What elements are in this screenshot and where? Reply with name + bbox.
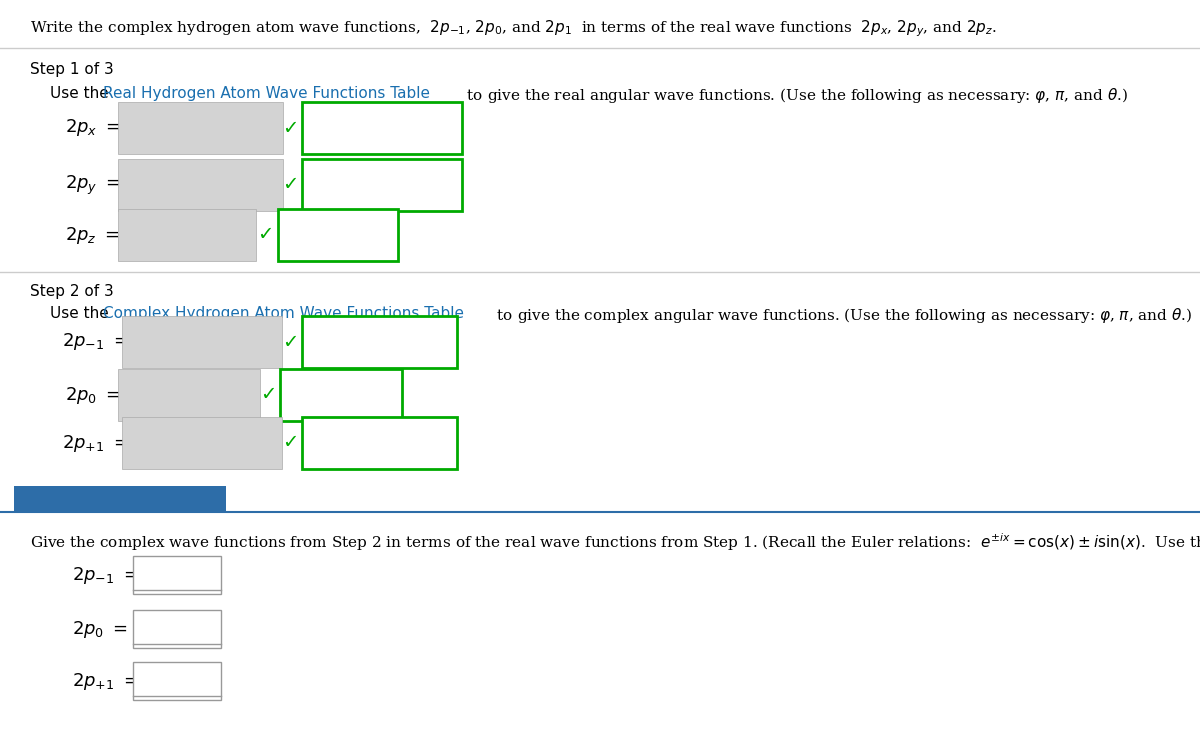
Text: $2p_0\ =$: $2p_0\ =$ <box>65 385 121 406</box>
Text: ✓: ✓ <box>257 225 274 244</box>
Text: Real Hydrogen Atom Wave Functions Table: Real Hydrogen Atom Wave Functions Table <box>103 86 430 101</box>
Text: ✓: ✓ <box>282 118 298 137</box>
Text: $\sqrt{\dfrac{3}{8\pi}}\,\sin(\theta)\,e^{-i\phi}$: $\sqrt{\dfrac{3}{8\pi}}\,\sin(\theta)\,e… <box>310 321 449 363</box>
Text: $2p_x\ =$: $2p_x\ =$ <box>65 118 120 138</box>
Text: $\sqrt{\dfrac{3}{8\pi}}\,\sin(\theta)\,e^{i\varphi}$: $\sqrt{\dfrac{3}{8\pi}}\,\sin(\theta)\,e… <box>138 422 266 464</box>
Text: $\sqrt{\dfrac{3}{4\pi}}\,\sin(\theta)\cos(\varphi)$: $\sqrt{\dfrac{3}{4\pi}}\,\sin(\theta)\co… <box>122 107 278 149</box>
Text: Step 1 of 3: Step 1 of 3 <box>30 62 114 77</box>
Text: $2p_{+1}\ =$: $2p_{+1}\ =$ <box>72 672 138 692</box>
Text: $\sqrt{\dfrac{3}{4\pi}}\,\cos(\theta)$: $\sqrt{\dfrac{3}{4\pi}}\,\cos(\theta)$ <box>286 213 390 257</box>
Text: to give the complex angular wave functions. (Use the following as necessary: $\v: to give the complex angular wave functio… <box>492 306 1192 325</box>
Text: Use the: Use the <box>50 86 114 101</box>
Text: ✓: ✓ <box>282 175 298 194</box>
Text: Write the complex hydrogen atom wave functions,  $2p_{-1}$, $2p_0$, and $2p_1$  : Write the complex hydrogen atom wave fun… <box>30 18 997 39</box>
Text: $\sqrt{\dfrac{3}{8\pi}}\,\sin(\theta)\,e^{-i\varphi}$: $\sqrt{\dfrac{3}{8\pi}}\,\sin(\theta)\,e… <box>133 321 271 363</box>
Text: Complex Hydrogen Atom Wave Functions Table: Complex Hydrogen Atom Wave Functions Tab… <box>103 306 464 321</box>
Text: $2p_{-1}\ =$: $2p_{-1}\ =$ <box>72 566 138 586</box>
Text: $2p_y\ =$: $2p_y\ =$ <box>65 173 120 197</box>
Text: $2p_0\ =$: $2p_0\ =$ <box>72 619 128 640</box>
Text: Use the: Use the <box>50 306 114 321</box>
Text: ✓: ✓ <box>282 333 298 352</box>
Text: $2p_{+1}\ =$: $2p_{+1}\ =$ <box>62 433 128 453</box>
Text: Give the complex wave functions from Step 2 in terms of the real wave functions : Give the complex wave functions from Ste… <box>30 532 1200 556</box>
Text: ✓: ✓ <box>260 385 276 404</box>
Text: $\sqrt{\dfrac{3}{4\pi}}\,\cos(\theta)$: $\sqrt{\dfrac{3}{4\pi}}\,\cos(\theta)$ <box>289 374 394 416</box>
Text: Step 3 of 3: Step 3 of 3 <box>20 491 114 507</box>
Text: $\sqrt{\dfrac{3}{4\pi}}\,\sin(\theta)\sin(\phi)$: $\sqrt{\dfrac{3}{4\pi}}\,\sin(\theta)\si… <box>306 164 458 206</box>
Text: $\sqrt{\dfrac{3}{8\pi}}\,\sin(\theta)\,e^{i\phi}$: $\sqrt{\dfrac{3}{8\pi}}\,\sin(\theta)\,e… <box>316 422 443 464</box>
Text: Step 2 of 3: Step 2 of 3 <box>30 284 114 299</box>
Text: $2p_z\ =$: $2p_z\ =$ <box>65 224 120 246</box>
Text: $\sqrt{\dfrac{3}{4\pi}}\,\cos(\theta)$: $\sqrt{\dfrac{3}{4\pi}}\,\cos(\theta)$ <box>137 374 241 416</box>
Text: $\sqrt{\dfrac{3}{4\pi}}\,\cos(\theta)$: $\sqrt{\dfrac{3}{4\pi}}\,\cos(\theta)$ <box>134 213 239 257</box>
Text: to give the real angular wave functions. (Use the following as necessary: $\varp: to give the real angular wave functions.… <box>462 86 1128 105</box>
Text: $2p_{-1}\ =$: $2p_{-1}\ =$ <box>62 331 128 352</box>
Text: $\sqrt{\dfrac{3}{4\pi}}\,\sin(\theta)\sin(\varphi)$: $\sqrt{\dfrac{3}{4\pi}}\,\sin(\theta)\si… <box>124 164 276 206</box>
Text: $\sqrt{\dfrac{3}{4\pi}}\,\sin(\theta)\cos(\phi)$: $\sqrt{\dfrac{3}{4\pi}}\,\sin(\theta)\co… <box>304 107 460 149</box>
Text: ✓: ✓ <box>282 433 298 452</box>
